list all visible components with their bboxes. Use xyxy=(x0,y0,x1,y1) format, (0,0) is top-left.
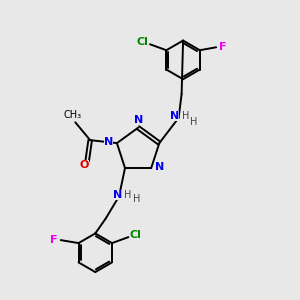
Text: N: N xyxy=(104,136,113,147)
Text: Cl: Cl xyxy=(136,37,148,47)
Text: O: O xyxy=(80,160,89,170)
Text: F: F xyxy=(50,235,58,245)
Text: F: F xyxy=(219,42,226,52)
Text: N: N xyxy=(134,115,143,125)
Text: H: H xyxy=(182,111,190,122)
Text: N: N xyxy=(113,190,122,200)
Text: N: N xyxy=(155,161,164,172)
Text: N: N xyxy=(169,111,179,122)
Text: H: H xyxy=(124,190,132,200)
Text: H: H xyxy=(133,194,140,204)
Text: CH₃: CH₃ xyxy=(63,110,81,120)
Text: H: H xyxy=(190,117,197,127)
Text: Cl: Cl xyxy=(130,230,142,240)
